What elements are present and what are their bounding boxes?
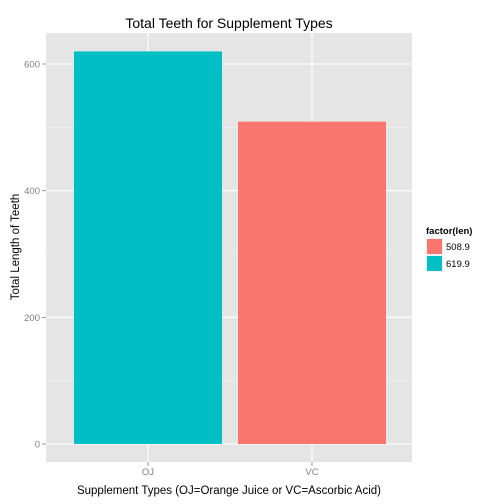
- legend-entry-label: 619.9: [446, 259, 470, 270]
- x-tick-label: OJ: [142, 467, 154, 478]
- legend-entry-label: 508.9: [446, 242, 470, 253]
- legend: factor(len) 508.9 619.9: [426, 226, 472, 272]
- legend-title: factor(len): [426, 226, 472, 237]
- y-tick-label: 0: [35, 440, 40, 451]
- y-tick-label: 600: [24, 60, 40, 71]
- x-axis-ticks: OJ VC: [142, 462, 319, 478]
- bar-vc: [238, 121, 386, 445]
- y-axis-ticks: 0 200 400 600: [24, 60, 46, 451]
- bars: [74, 51, 386, 445]
- x-axis-title: Supplement Types (OJ=Orange Juice or VC=…: [77, 485, 381, 497]
- legend-key-swatch: [427, 239, 442, 254]
- legend-key-swatch: [427, 256, 442, 271]
- y-tick-label: 200: [24, 313, 40, 324]
- chart-title: Total Teeth for Supplement Types: [125, 15, 332, 31]
- x-tick-label: VC: [305, 467, 318, 478]
- y-axis-title: Total Length of Teeth: [10, 194, 22, 301]
- y-tick-label: 400: [24, 186, 40, 197]
- bar-oj: [74, 51, 222, 444]
